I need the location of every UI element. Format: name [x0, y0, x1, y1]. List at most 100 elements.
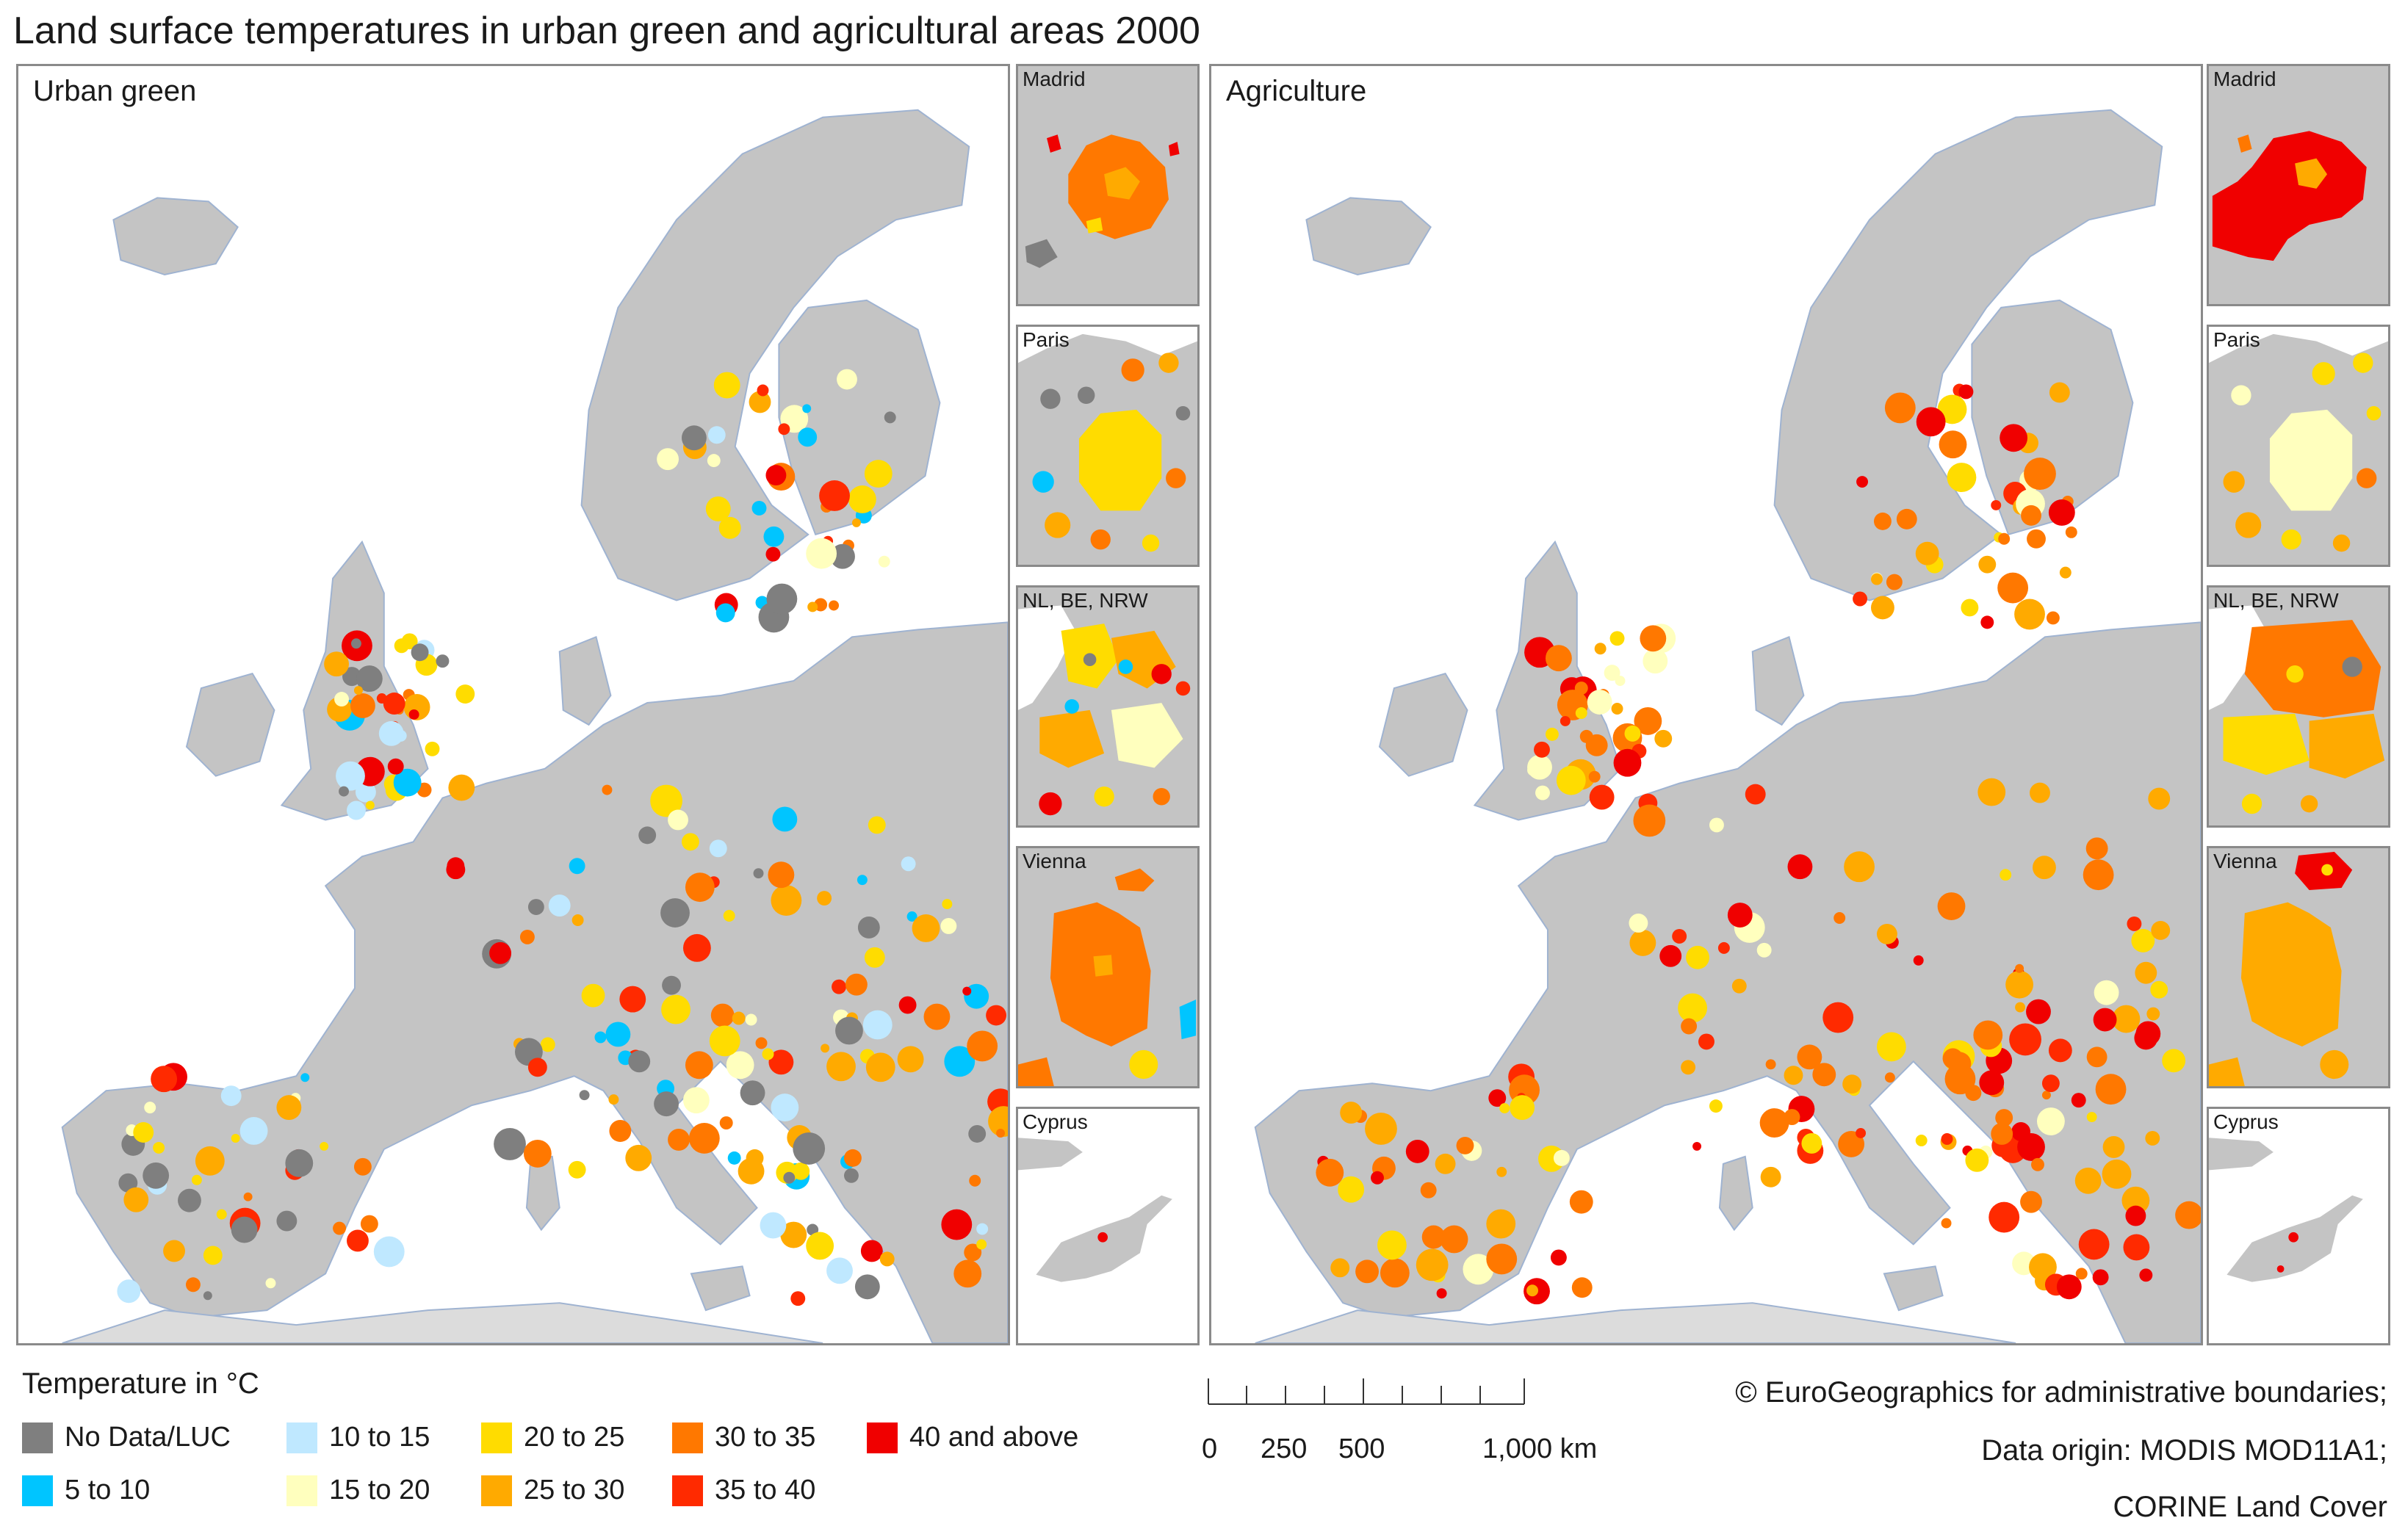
city-marker — [356, 665, 383, 693]
legend-label: 25 to 30 — [524, 1475, 625, 1505]
city-marker — [638, 826, 657, 845]
city-marker — [594, 1031, 607, 1044]
city-marker — [688, 1123, 720, 1154]
city-marker — [1456, 1136, 1474, 1154]
city-marker — [153, 1141, 165, 1154]
legend-label: No Data/LUC — [65, 1422, 231, 1453]
city-marker — [1640, 625, 1667, 652]
city-marker — [1941, 1218, 1952, 1229]
city-marker — [1973, 1020, 2003, 1050]
city-marker — [2086, 1112, 2097, 1123]
city-marker — [2151, 920, 2171, 940]
city-marker — [726, 1051, 754, 1080]
city-marker — [780, 1221, 807, 1248]
city-marker — [1338, 1176, 1365, 1203]
legend-item: 20 to 25 — [481, 1422, 624, 1453]
city-marker — [1765, 1059, 1776, 1070]
city-marker — [763, 526, 785, 547]
inset-madrid-right: Madrid — [2207, 64, 2390, 306]
city-marker — [898, 996, 917, 1014]
city-marker — [619, 986, 646, 1013]
city-marker — [857, 917, 880, 939]
city-marker — [821, 1044, 830, 1053]
city-marker — [2127, 917, 2142, 931]
inset-label: NL, BE, NRW — [1023, 589, 1148, 612]
city-marker — [864, 947, 885, 968]
city-marker — [1377, 1230, 1407, 1260]
city-marker — [2041, 1091, 2051, 1100]
city-marker — [740, 1080, 765, 1106]
city-marker — [2123, 1234, 2150, 1261]
city-marker — [772, 806, 798, 832]
inset-paris-right: Paris — [2207, 325, 2390, 567]
city-marker — [2134, 1026, 2158, 1050]
city-marker — [967, 1030, 998, 1062]
city-marker — [768, 1049, 794, 1075]
city-marker — [707, 426, 726, 444]
city-marker — [668, 809, 688, 831]
city-marker — [1896, 508, 1917, 529]
legend-swatch — [22, 1422, 53, 1453]
city-marker — [751, 500, 767, 516]
city-marker — [962, 986, 972, 996]
city-marker — [2014, 599, 2045, 630]
city-marker — [1709, 1099, 1723, 1113]
city-marker — [860, 1240, 883, 1262]
city-marker — [625, 1144, 652, 1171]
city-marker — [336, 761, 365, 791]
city-marker — [1633, 804, 1666, 837]
city-marker — [1499, 1103, 1510, 1114]
city-marker — [489, 941, 512, 964]
city-marker — [1560, 715, 1571, 726]
inset-vienna-left: Vienna — [1016, 846, 1200, 1088]
city-marker — [719, 1116, 733, 1130]
agriculture-map-panel: Agriculture — [1209, 64, 2203, 1345]
city-marker — [969, 1174, 981, 1187]
city-marker — [1991, 499, 2002, 510]
city-marker — [1659, 944, 1682, 967]
legend-swatch — [481, 1475, 512, 1506]
city-marker — [2083, 859, 2114, 891]
city-marker — [819, 480, 850, 511]
city-marker — [1496, 1166, 1507, 1177]
inset-label: Vienna — [1023, 850, 1086, 872]
inset-cyprus-left: Cyprus — [1016, 1107, 1200, 1345]
city-marker — [1624, 725, 1641, 742]
credit-data-origin: Data origin: MODIS MOD11A1; — [1981, 1434, 2387, 1467]
inset-label: Madrid — [2213, 68, 2276, 90]
inset-label: Cyprus — [2213, 1110, 2279, 1133]
city-marker — [941, 1209, 973, 1240]
city-marker — [2146, 1007, 2160, 1021]
city-marker — [2036, 1107, 2065, 1135]
city-marker — [1884, 1072, 1895, 1083]
map-title: Land surface temperatures in urban green… — [13, 10, 1200, 52]
city-marker — [2102, 1135, 2125, 1158]
legend-swatch — [672, 1422, 703, 1453]
urban-green-map — [61, 109, 1008, 1343]
agriculture-label: Agriculture — [1226, 75, 1367, 107]
city-marker — [378, 720, 404, 746]
city-marker — [668, 1129, 690, 1151]
city-marker — [1756, 942, 1772, 958]
city-marker — [964, 1243, 982, 1262]
city-marker — [393, 768, 422, 797]
city-marker — [2085, 837, 2108, 860]
inset-label: Cyprus — [1023, 1110, 1088, 1133]
city-marker — [203, 1246, 223, 1265]
city-marker — [1759, 1108, 1789, 1138]
city-marker — [1698, 1033, 1714, 1050]
legend-label: 40 and above — [909, 1422, 1079, 1453]
city-marker — [1944, 1063, 1976, 1095]
city-marker — [650, 784, 682, 817]
city-marker — [1526, 1284, 1539, 1297]
city-marker — [448, 774, 475, 801]
city-marker — [2024, 458, 2056, 491]
city-marker — [163, 1240, 185, 1262]
city-marker — [178, 1188, 201, 1212]
city-marker — [878, 555, 890, 568]
city-marker — [239, 1117, 268, 1145]
city-marker — [901, 856, 916, 872]
city-marker — [682, 1087, 710, 1114]
city-marker — [527, 1058, 547, 1077]
city-marker — [1579, 729, 1593, 743]
